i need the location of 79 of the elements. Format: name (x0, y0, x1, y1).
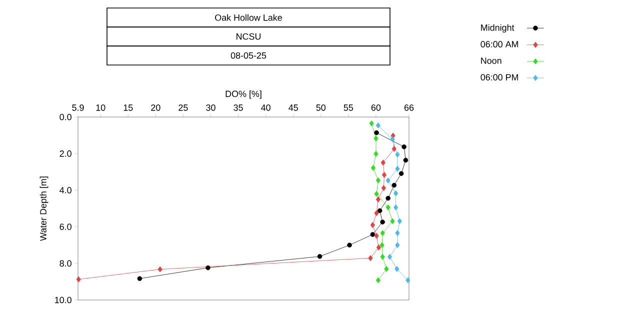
point (395, 152, 400, 158)
point (158, 266, 162, 272)
x-tick-label: 10 (96, 104, 106, 111)
point (370, 164, 376, 171)
point (347, 242, 352, 248)
x-tick-label: 66 (404, 104, 414, 111)
x-tick-label: 5.9 (72, 104, 84, 111)
point (374, 135, 378, 142)
point (402, 144, 406, 150)
y-tick-label: 6.0 (60, 224, 72, 230)
point (376, 122, 380, 128)
point (137, 276, 142, 281)
point (390, 136, 395, 142)
point (376, 277, 380, 284)
point (374, 190, 379, 197)
point (380, 220, 385, 224)
chart-title: Oak Hollow Lake (215, 14, 282, 21)
y-tick-label: 0.0 (60, 114, 72, 120)
point (380, 230, 385, 236)
x-tick-label: 25 (178, 104, 188, 111)
legend-label: 06:00 AM (480, 41, 518, 48)
text: 08-05-25 (230, 52, 266, 59)
legend-label: 06:00 PM (480, 74, 518, 80)
point (394, 266, 400, 272)
x-tick-label: 30 (206, 104, 216, 111)
point (381, 185, 386, 192)
point (376, 196, 380, 202)
point (395, 230, 400, 236)
point (374, 130, 379, 136)
x-tick-label: 60 (371, 104, 381, 111)
point (369, 120, 374, 126)
legend-label: Midnight (481, 24, 514, 33)
point (386, 178, 390, 184)
y-tick-label: 10.0 (55, 296, 72, 304)
point (376, 177, 380, 184)
y-tick-label: 2.0 (60, 150, 72, 157)
point (386, 196, 390, 201)
point (387, 254, 392, 260)
x-tick-label: 20 (151, 104, 160, 111)
point (374, 232, 379, 239)
point (395, 242, 400, 248)
point (377, 208, 382, 214)
point (376, 244, 382, 250)
x-tick-label: 45 (288, 104, 298, 111)
text: Noon (481, 58, 502, 64)
point (76, 276, 81, 282)
point (386, 204, 390, 210)
point (370, 232, 376, 237)
point (392, 182, 397, 188)
point (317, 254, 322, 259)
x-tick-label: 40 (261, 104, 270, 111)
point (393, 204, 398, 210)
point (403, 158, 408, 163)
point (368, 255, 373, 262)
point (374, 150, 378, 157)
y-tick-label: 8.0 (60, 260, 72, 267)
point (392, 146, 396, 152)
point (398, 171, 404, 176)
y-tick-label: 4.0 (60, 187, 72, 194)
point (380, 242, 384, 248)
point (393, 190, 398, 196)
point (390, 218, 395, 224)
point (380, 254, 385, 260)
point (395, 166, 400, 172)
point (370, 222, 375, 228)
x-tick-label: 50 (316, 104, 326, 111)
point (397, 218, 402, 224)
point (380, 160, 386, 166)
y-axis-title: Water Depth [m] (40, 176, 48, 241)
x-tick-label: 55 (344, 104, 354, 111)
point (384, 266, 389, 272)
x-axis-title: DO% [%] (226, 90, 262, 99)
chart-subtitle: NCSU (236, 33, 261, 40)
point (206, 265, 210, 270)
point (374, 210, 379, 216)
point (382, 172, 387, 178)
x-tick-label: 35 (234, 104, 243, 111)
point (406, 277, 410, 284)
x-tick-label: 15 (124, 104, 133, 111)
